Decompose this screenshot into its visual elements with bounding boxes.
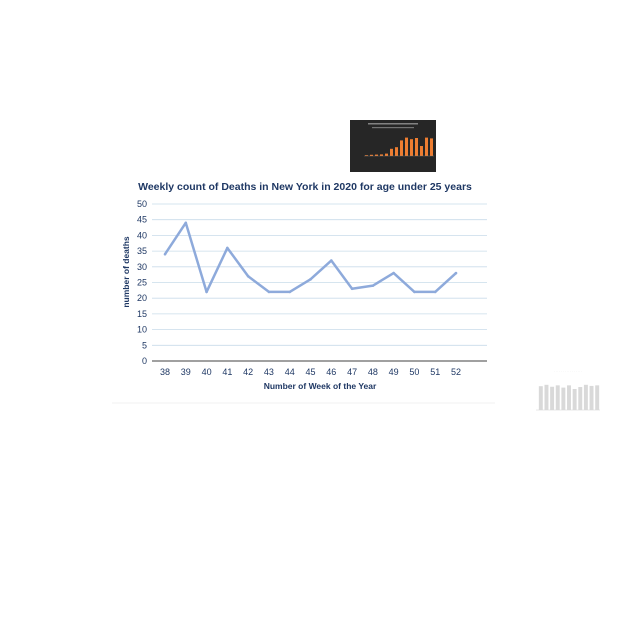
y-tick-label: 5 bbox=[142, 340, 147, 350]
data-point bbox=[433, 290, 437, 294]
data-point bbox=[163, 252, 167, 256]
thumbnail-grey-title-scribble: · · · · · · · · · · · · · · · · bbox=[554, 369, 583, 373]
data-point bbox=[288, 290, 292, 294]
thumbnail-grey-bar bbox=[567, 385, 571, 410]
x-tick-label: 52 bbox=[451, 367, 461, 377]
thumbnail-grey-bars bbox=[538, 384, 600, 410]
y-tick-label: 30 bbox=[137, 262, 147, 272]
x-tick-label: 40 bbox=[202, 367, 212, 377]
data-point bbox=[371, 284, 375, 287]
thumbnail-orange-bar bbox=[410, 139, 413, 156]
thumbnail-chart-grey: · · · · · · · · · · · · · · · · bbox=[536, 369, 600, 411]
x-tick-label: 50 bbox=[409, 367, 419, 377]
data-point bbox=[226, 246, 229, 250]
x-tick-label: 41 bbox=[222, 367, 232, 377]
y-tick-label: 0 bbox=[142, 356, 147, 366]
x-tick-label: 42 bbox=[243, 367, 253, 377]
y-tick-label: 45 bbox=[137, 215, 147, 225]
y-tick-label: 15 bbox=[137, 309, 147, 319]
data-point bbox=[329, 259, 333, 262]
data-point bbox=[267, 290, 271, 294]
thumbnail-orange-bar bbox=[425, 137, 428, 156]
thumbnail-orange-bar bbox=[380, 154, 383, 156]
data-point bbox=[184, 221, 188, 225]
series-line bbox=[163, 221, 457, 294]
thumbnail-grey-bar bbox=[561, 387, 566, 410]
thumbnail-orange-bar bbox=[385, 153, 388, 156]
y-tick-label: 10 bbox=[137, 325, 147, 335]
thumbnail-grey-bar bbox=[578, 387, 583, 410]
thumbnail-grey-bar bbox=[589, 385, 594, 410]
gridlines bbox=[152, 203, 487, 346]
thumbnail-grey-bar bbox=[550, 386, 555, 410]
y-tick-label: 25 bbox=[137, 278, 147, 288]
thumbnail-orange-bar bbox=[370, 154, 373, 156]
x-tick-labels: 38 39 40 41 42 43 44 45 46 47 48 49 50 51 52 bbox=[160, 367, 461, 377]
x-tick-label: 51 bbox=[430, 367, 440, 377]
thumbnail-orange-bar bbox=[400, 140, 403, 156]
x-axis-label: Number of Week of the Year bbox=[264, 381, 377, 391]
thumbnail-chart-orange bbox=[350, 120, 436, 172]
x-tick-label: 49 bbox=[389, 367, 399, 377]
x-tick-label: 39 bbox=[181, 367, 191, 377]
x-tick-label: 45 bbox=[305, 367, 315, 377]
y-tick-label: 50 bbox=[137, 199, 147, 209]
data-point bbox=[392, 271, 395, 275]
x-tick-label: 38 bbox=[160, 367, 170, 377]
data-points bbox=[163, 221, 458, 294]
thumbnail-orange-bar bbox=[375, 154, 378, 156]
thumbnail-grey-bar bbox=[583, 384, 588, 410]
data-point bbox=[309, 278, 312, 281]
thumbnail-grey-bar bbox=[544, 384, 549, 410]
x-tick-label: 44 bbox=[285, 367, 295, 377]
y-tick-label: 20 bbox=[137, 293, 147, 303]
thumbnail-grey-bar bbox=[595, 385, 600, 410]
x-tick-label: 47 bbox=[347, 367, 357, 377]
data-point bbox=[413, 290, 416, 294]
main-line-chart: Weekly count of Deaths in New York in 20… bbox=[112, 181, 495, 404]
thumbnail-orange-bar bbox=[430, 138, 433, 156]
x-tick-label: 46 bbox=[326, 367, 336, 377]
data-point bbox=[454, 271, 458, 275]
y-tick-label: 35 bbox=[137, 246, 147, 256]
thumbnail-grey-bar bbox=[538, 386, 543, 410]
data-point bbox=[205, 290, 208, 294]
thumbnail-orange-bar bbox=[420, 146, 423, 156]
thumbnail-orange-subtitle-bar bbox=[372, 127, 414, 129]
thumbnail-orange-bar bbox=[405, 137, 408, 156]
y-tick-label: 40 bbox=[137, 230, 147, 240]
x-tick-label: 48 bbox=[368, 367, 378, 377]
x-tick-label: 43 bbox=[264, 367, 274, 377]
thumbnail-orange-bar bbox=[395, 147, 398, 156]
thumbnail-orange-bar bbox=[365, 155, 368, 156]
thumbnail-orange-title-bar bbox=[368, 123, 418, 125]
chart-title: Weekly count of Deaths in New York in 20… bbox=[138, 181, 472, 193]
thumbnail-grey-bar bbox=[572, 389, 577, 410]
y-tick-labels: 0 5 10 15 20 25 30 35 40 45 50 bbox=[137, 199, 147, 366]
thumbnail-orange-bar bbox=[415, 138, 418, 156]
y-axis-label: number of deaths bbox=[121, 236, 131, 308]
data-point bbox=[246, 274, 250, 278]
data-point bbox=[350, 287, 354, 291]
thumbnail-grey-bar bbox=[555, 385, 560, 410]
thumbnail-orange-bars bbox=[364, 123, 434, 157]
thumbnail-orange-bar bbox=[390, 148, 393, 156]
